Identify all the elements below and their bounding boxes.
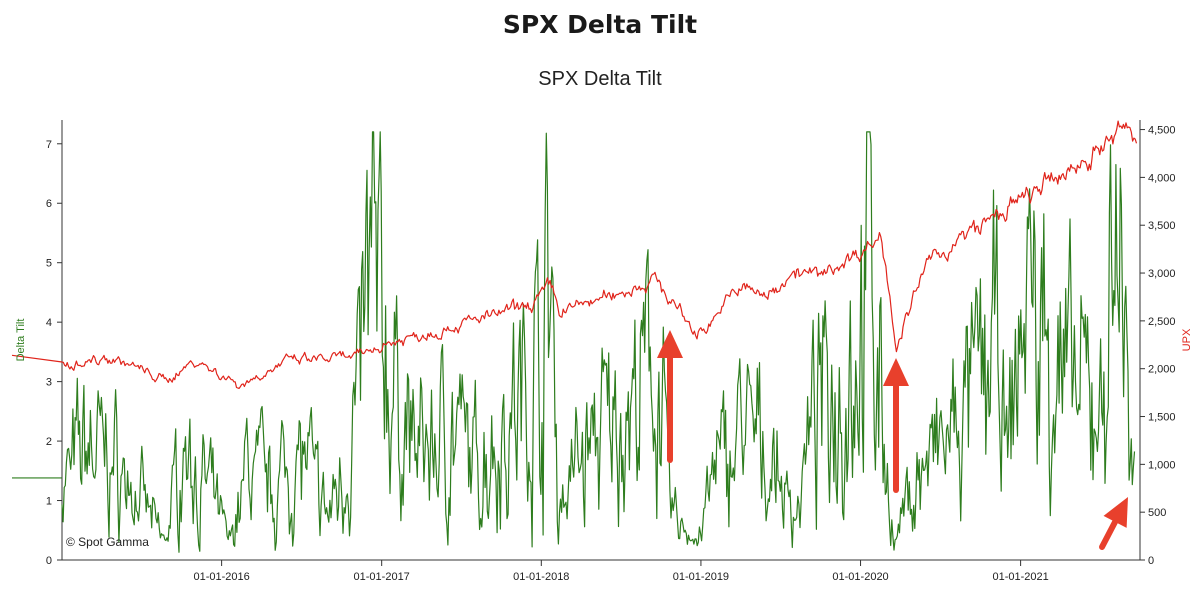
x-tick-label: 01-01-2020 [832, 571, 888, 583]
y-right-tick-label: 500 [1148, 507, 1166, 519]
annotation-arrow-2021 [1099, 497, 1128, 550]
chart-title: SPX Delta Tilt [538, 68, 662, 90]
arrow-head [657, 330, 683, 358]
y-right-axis-label: UPX [1181, 328, 1193, 351]
y-right-tick-label: 1,000 [1148, 459, 1176, 471]
y-right-tick-label: 2,500 [1148, 316, 1176, 328]
y-right-tick-label: 3,000 [1148, 268, 1176, 280]
annotation-layer [657, 330, 1128, 550]
y-right-tick-label: 2,000 [1148, 364, 1176, 376]
arrow-head [1103, 497, 1128, 528]
series-line-delta-tilt [61, 131, 1136, 553]
series-layer [11, 120, 1138, 553]
y-left-tick-label: 4 [46, 317, 52, 329]
arrow-shaft [1099, 518, 1119, 550]
y-right-tick-label: 3,500 [1148, 220, 1176, 232]
y-right-tick-label: 0 [1148, 555, 1154, 567]
y-left-axis-label: Delta Tilt [15, 319, 27, 362]
y-left-tick-label: 2 [46, 436, 52, 448]
x-tick-label: 01-01-2017 [354, 571, 410, 583]
y-left-tick-label: 3 [46, 377, 52, 389]
y-right-tick-label: 4,000 [1148, 172, 1176, 184]
arrow-head [883, 358, 909, 386]
x-tick-label: 01-01-2016 [193, 571, 249, 583]
copyright-watermark: © Spot Gamma [66, 535, 149, 549]
annotation-arrow-2020 [883, 358, 909, 493]
y-right-tick-label: 4,500 [1148, 125, 1176, 137]
axes: 0 1 2 3 4 5 6 7 0 500 1,000 1,500 2,000 2,500 3,000 3,5… [46, 120, 1176, 583]
upx-reference-stub [11, 354, 63, 363]
y-left-tick-label: 7 [46, 139, 52, 151]
y-left-tick-label: 6 [46, 198, 52, 210]
series-line-upx [61, 120, 1138, 389]
annotation-arrow-2018 [657, 330, 683, 463]
x-tick-label: 01-01-2019 [673, 571, 729, 583]
y-right-tick-label: 1,500 [1148, 412, 1176, 424]
y-left-tick-label: 0 [46, 555, 52, 567]
x-tick-label: 01-01-2018 [513, 571, 569, 583]
y-left-tick-label: 1 [46, 496, 52, 508]
x-tick-label: 01-01-2021 [992, 571, 1048, 583]
y-left-tick-label: 5 [46, 258, 52, 270]
page-title: SPX Delta Tilt [502, 10, 698, 39]
